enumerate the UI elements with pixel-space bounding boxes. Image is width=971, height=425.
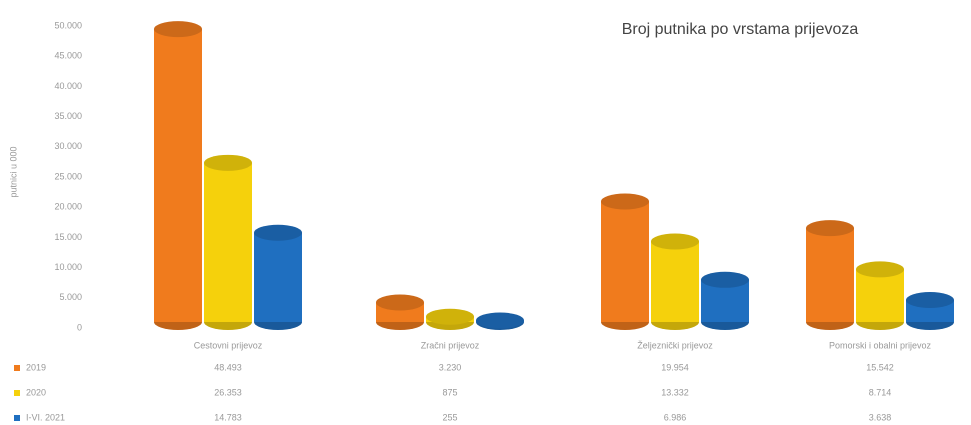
y-axis-label: putnici u 000 bbox=[8, 146, 18, 197]
bar-top bbox=[906, 292, 954, 309]
bar bbox=[254, 224, 302, 330]
x-tick-label: Zračni prijevoz bbox=[421, 340, 480, 350]
bar bbox=[601, 193, 649, 330]
y-tick-label: 0 bbox=[77, 322, 82, 332]
bar bbox=[651, 233, 699, 330]
legend-label: I-VI. 2021 bbox=[26, 412, 65, 422]
data-label: 14.783 bbox=[214, 412, 242, 422]
y-tick-label: 5.000 bbox=[59, 292, 82, 302]
data-label: 8.714 bbox=[869, 387, 892, 397]
bar bbox=[906, 292, 954, 330]
x-tick-label: Željeznički prijevoz bbox=[637, 340, 713, 350]
bar-body bbox=[806, 228, 854, 322]
y-tick-label: 35.000 bbox=[54, 111, 82, 121]
bar bbox=[376, 294, 424, 330]
y-tick-label: 25.000 bbox=[54, 171, 82, 181]
bar-top bbox=[476, 312, 524, 329]
legend-label: 2020 bbox=[26, 387, 46, 397]
legend-swatch bbox=[14, 365, 20, 371]
y-tick-label: 50.000 bbox=[54, 20, 82, 30]
y-tick-label: 45.000 bbox=[54, 51, 82, 61]
x-tick-label: Pomorski i obalni prijevoz bbox=[829, 340, 932, 350]
bar-body bbox=[601, 201, 649, 322]
data-label: 13.332 bbox=[661, 387, 689, 397]
y-tick-label: 15.000 bbox=[54, 232, 82, 242]
bar-body bbox=[204, 162, 252, 322]
legend-swatch bbox=[14, 390, 20, 396]
bar bbox=[154, 21, 202, 330]
data-label: 26.353 bbox=[214, 387, 242, 397]
chart-title: Broj putnika po vrstama prijevoza bbox=[622, 21, 859, 38]
data-label: 19.954 bbox=[661, 362, 689, 372]
data-label: 48.493 bbox=[214, 362, 242, 372]
legend-label: 2019 bbox=[26, 362, 46, 372]
bar-body bbox=[651, 241, 699, 322]
x-tick-label: Cestovni prijevoz bbox=[194, 340, 263, 350]
bar-body bbox=[154, 29, 202, 322]
bar-body bbox=[254, 232, 302, 322]
data-label: 3.638 bbox=[869, 412, 892, 422]
bar bbox=[701, 271, 749, 330]
bar bbox=[426, 308, 474, 330]
bar-body bbox=[856, 269, 904, 322]
bar-top bbox=[154, 21, 202, 38]
bar-top bbox=[701, 271, 749, 288]
data-label: 875 bbox=[442, 387, 457, 397]
bar-top bbox=[651, 233, 699, 250]
data-label: 6.986 bbox=[664, 412, 687, 422]
bar-top bbox=[376, 294, 424, 311]
bar-top bbox=[806, 220, 854, 237]
legend-swatch bbox=[14, 415, 20, 421]
y-tick-label: 30.000 bbox=[54, 141, 82, 151]
bar-top bbox=[204, 154, 252, 171]
data-label: 15.542 bbox=[866, 362, 894, 372]
bar bbox=[476, 312, 524, 330]
bar bbox=[204, 154, 252, 330]
data-label: 255 bbox=[442, 412, 457, 422]
bar-top bbox=[426, 308, 474, 325]
bar bbox=[806, 220, 854, 330]
y-tick-label: 20.000 bbox=[54, 202, 82, 212]
bar-top bbox=[856, 261, 904, 278]
data-label: 3.230 bbox=[439, 362, 462, 372]
y-tick-label: 40.000 bbox=[54, 81, 82, 91]
bar bbox=[856, 261, 904, 330]
bar-top bbox=[601, 193, 649, 210]
bar-top bbox=[254, 224, 302, 241]
y-tick-label: 10.000 bbox=[54, 262, 82, 272]
